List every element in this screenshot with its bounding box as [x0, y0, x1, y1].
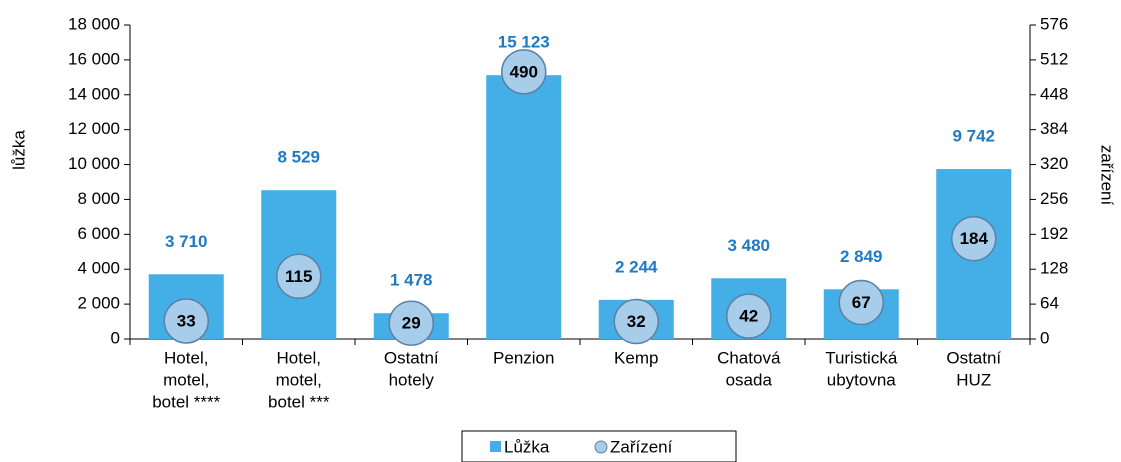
data-label: 2 849	[840, 247, 883, 266]
x-tick-label: Kemp	[614, 348, 658, 367]
label-bg	[712, 234, 785, 259]
x-tick-label: botel ****	[152, 392, 220, 411]
marker	[951, 215, 997, 262]
y-tick-label: 0	[111, 328, 120, 347]
marker	[726, 293, 772, 339]
legend-swatch	[490, 441, 501, 452]
data-label: 1 478	[390, 271, 433, 290]
marker-label: 29	[402, 314, 421, 333]
x-tick-label: hotely	[389, 370, 435, 389]
x-tick-label: Turistická	[825, 348, 898, 367]
y-tick-label: 10 000	[68, 154, 120, 173]
data-label: 3 480	[727, 236, 770, 255]
data-label: 15 123	[498, 33, 550, 52]
legend-swatch	[594, 440, 608, 454]
data-label: 2 244	[615, 257, 658, 276]
y-tick-label: 2 000	[77, 294, 120, 313]
label-bg	[375, 269, 448, 294]
marker	[613, 298, 659, 345]
y2-tick-label: 448	[1040, 84, 1068, 103]
x-tick-label: Penzion	[493, 348, 554, 367]
x-tick-label: motel,	[276, 370, 322, 389]
y-tick-label: 6 000	[77, 224, 120, 243]
marker	[501, 49, 547, 95]
y-tick-label: 14 000	[68, 84, 120, 103]
y2-tick-label: 256	[1040, 189, 1068, 208]
y2-tick-label: 0	[1040, 328, 1049, 347]
legend-label: Zařízení	[610, 437, 673, 456]
y2-tick-label: 192	[1040, 224, 1068, 243]
label-bg	[825, 245, 898, 270]
y-tick-label: 12 000	[68, 119, 120, 138]
label-bg	[600, 255, 673, 280]
x-tick-label: Ostatní	[384, 348, 439, 367]
marker-label: 42	[739, 307, 758, 326]
y2-tick-label: 64	[1040, 294, 1059, 313]
x-tick-label: osada	[726, 370, 773, 389]
y-axis-label: lůžka	[9, 130, 28, 170]
x-tick-label: Ostatní	[946, 348, 1001, 367]
y-tick-label: 18 000	[68, 14, 120, 33]
y2-tick-label: 512	[1040, 49, 1068, 68]
marker	[838, 279, 884, 326]
data-label: 3 710	[165, 232, 208, 251]
marker	[388, 300, 434, 346]
marker	[163, 298, 209, 344]
bar	[486, 75, 562, 339]
marker-label: 115	[285, 267, 312, 286]
marker	[276, 253, 322, 300]
label-bg	[150, 230, 223, 255]
marker-label: 33	[177, 311, 196, 330]
x-tick-label: botel ***	[268, 392, 330, 411]
x-tick-label: Hotel,	[164, 348, 208, 367]
marker-label: 32	[627, 312, 646, 331]
y2-axis-label: zařízení	[1098, 145, 1117, 206]
x-tick-label: HUZ	[956, 370, 991, 389]
legend-label: Lůžka	[504, 437, 550, 456]
x-tick-label: Hotel,	[277, 348, 321, 367]
label-bg	[937, 125, 1010, 150]
x-tick-label: Chatová	[717, 348, 781, 367]
marker-label: 490	[510, 62, 538, 81]
y-tick-label: 16 000	[68, 49, 120, 68]
y2-tick-label: 576	[1040, 14, 1068, 33]
data-label: 9 742	[952, 127, 995, 146]
y2-tick-label: 128	[1040, 259, 1068, 278]
y2-tick-label: 320	[1040, 154, 1068, 173]
y-tick-label: 8 000	[77, 189, 120, 208]
y2-tick-label: 384	[1040, 119, 1068, 138]
marker-label: 184	[960, 229, 989, 248]
data-label: 8 529	[277, 148, 320, 167]
x-tick-label: ubytovna	[827, 370, 897, 389]
marker-label: 67	[852, 293, 871, 312]
label-bg	[262, 146, 335, 171]
y-tick-label: 4 000	[77, 259, 120, 278]
x-tick-label: motel,	[163, 370, 209, 389]
